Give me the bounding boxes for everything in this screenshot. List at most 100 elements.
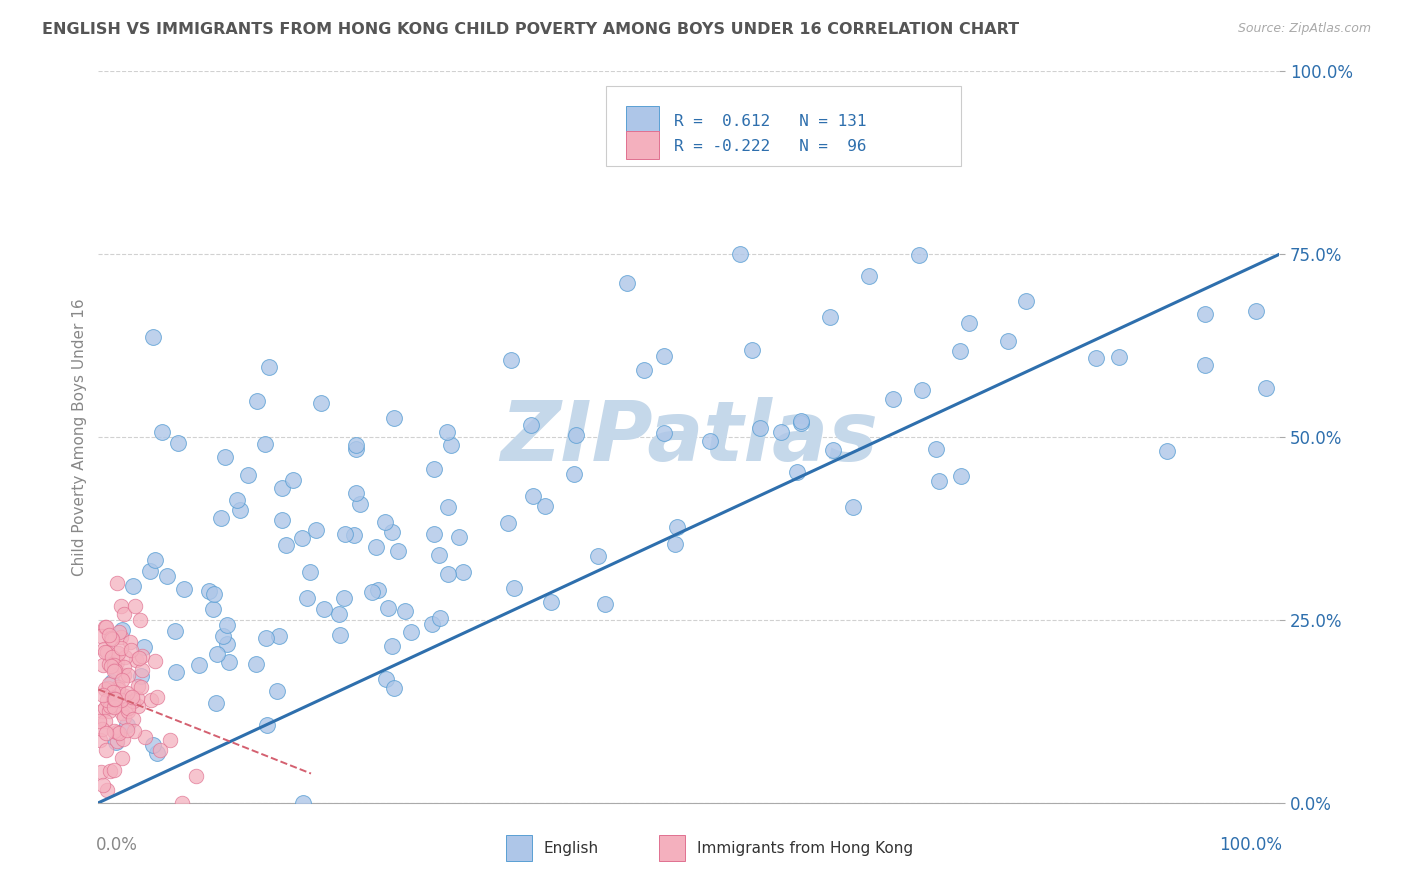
- Point: [342, 528, 364, 542]
- Point: [436, 425, 458, 440]
- Point: [117, 686, 139, 700]
- Point: [156, 568, 179, 582]
- Point: [381, 640, 404, 654]
- Point: [104, 734, 127, 748]
- Point: [121, 690, 143, 704]
- Point: [281, 473, 304, 487]
- Point: [166, 436, 188, 450]
- Point: [120, 643, 142, 657]
- Point: [149, 742, 172, 756]
- Point: [172, 796, 194, 810]
- Point: [105, 699, 128, 714]
- Point: [111, 750, 134, 764]
- Point: [100, 698, 122, 713]
- Point: [107, 646, 129, 660]
- Text: 100.0%: 100.0%: [1219, 836, 1282, 854]
- Point: [129, 680, 152, 694]
- Point: [93, 641, 115, 656]
- Point: [128, 613, 150, 627]
- Point: [96, 743, 118, 757]
- Point: [437, 500, 460, 514]
- Point: [122, 712, 145, 726]
- Point: [94, 620, 117, 634]
- Point: [112, 660, 135, 674]
- Point: [741, 343, 763, 357]
- Point: [950, 468, 973, 483]
- Point: [111, 624, 134, 638]
- Point: [112, 710, 135, 724]
- Point: [173, 582, 195, 596]
- Point: [111, 731, 134, 746]
- Point: [387, 544, 409, 558]
- Point: [105, 655, 128, 669]
- Point: [205, 696, 228, 710]
- Point: [269, 629, 291, 643]
- Point: [908, 248, 931, 262]
- Point: [437, 566, 460, 581]
- Point: [104, 663, 127, 677]
- Point: [295, 591, 318, 606]
- Point: [90, 764, 112, 779]
- Point: [122, 724, 145, 739]
- Point: [97, 657, 120, 671]
- Point: [256, 718, 278, 732]
- Point: [314, 601, 336, 615]
- Point: [292, 796, 315, 810]
- Point: [96, 645, 118, 659]
- Point: [105, 725, 128, 739]
- Point: [429, 611, 451, 625]
- Point: [217, 637, 239, 651]
- Point: [447, 530, 470, 544]
- Point: [91, 778, 114, 792]
- Point: [101, 685, 124, 699]
- Point: [132, 640, 155, 655]
- Point: [98, 677, 121, 691]
- Point: [1108, 351, 1130, 365]
- Point: [159, 733, 181, 747]
- Point: [957, 316, 980, 330]
- Point: [503, 581, 526, 595]
- Point: [90, 722, 112, 736]
- Point: [94, 645, 117, 659]
- Point: [100, 659, 122, 673]
- Point: [124, 599, 146, 613]
- Point: [122, 694, 145, 708]
- Point: [127, 679, 149, 693]
- Point: [344, 442, 367, 457]
- Point: [882, 392, 904, 407]
- Point: [565, 427, 588, 442]
- Point: [335, 526, 357, 541]
- Point: [333, 591, 356, 605]
- Point: [790, 413, 813, 427]
- Point: [360, 585, 382, 599]
- Point: [100, 632, 122, 646]
- Text: ZIPatlas: ZIPatlas: [501, 397, 877, 477]
- Point: [374, 515, 396, 529]
- Point: [245, 657, 267, 671]
- Point: [186, 769, 208, 783]
- Point: [451, 565, 474, 579]
- Point: [427, 548, 450, 562]
- Point: [344, 486, 367, 500]
- Point: [107, 726, 129, 740]
- Point: [422, 527, 444, 541]
- Point: [382, 681, 405, 695]
- Point: [633, 363, 655, 377]
- Point: [997, 334, 1019, 348]
- Point: [616, 276, 638, 290]
- Point: [94, 682, 117, 697]
- Point: [108, 625, 131, 640]
- Text: Immigrants from Hong Kong: Immigrants from Hong Kong: [697, 840, 914, 855]
- Point: [103, 700, 125, 714]
- Point: [266, 683, 288, 698]
- Point: [94, 726, 117, 740]
- Point: [540, 595, 562, 609]
- Point: [399, 625, 422, 640]
- Text: R =  0.612   N = 131: R = 0.612 N = 131: [673, 113, 866, 128]
- Point: [143, 654, 166, 668]
- Point: [110, 640, 132, 655]
- Point: [274, 538, 297, 552]
- Point: [382, 410, 405, 425]
- Point: [89, 714, 111, 728]
- Point: [134, 730, 156, 744]
